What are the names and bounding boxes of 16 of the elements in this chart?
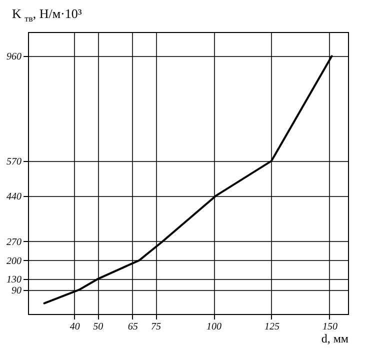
x-tick-label: 40 [70,322,80,332]
x-tick-label: 50 [93,322,104,332]
y-tick-label: 200 [6,256,22,267]
x-tick-label: 100 [206,322,222,332]
y-tick-label: 960 [6,52,22,63]
y-tick-label: 440 [6,191,22,202]
x-tick-label: 65 [128,322,138,332]
x-tick-label: 150 [322,322,338,332]
y-tick-label: 90 [12,285,22,296]
x-tick-label: 125 [264,322,280,332]
y-tick-label: 570 [6,156,22,168]
x-axis-title: d, мм [321,332,349,346]
y-tick-label: 130 [6,274,22,286]
x-tick-label: 75 [151,322,162,332]
y-axis-title: K $_{тв}$, Н/м·10³ [11,5,83,24]
y-tick-label: 270 [6,236,22,248]
